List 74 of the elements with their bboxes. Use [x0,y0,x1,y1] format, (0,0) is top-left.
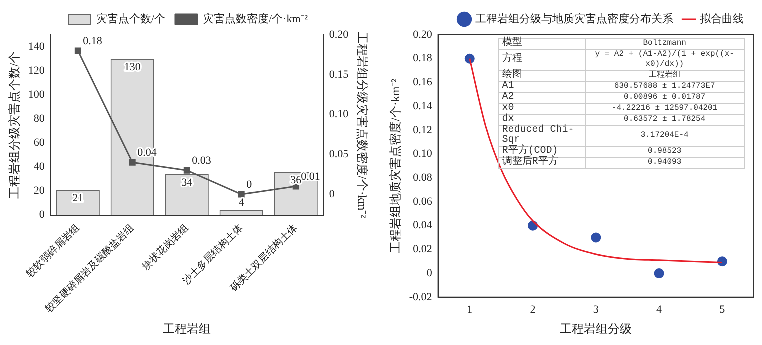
y-tick-label: 80 [34,113,46,126]
annotation: 3.17204E-4 [586,126,744,146]
annotation: 模型 [498,38,586,50]
annotation: 0.63572 ± 1.78254 [586,114,744,126]
data-label: 36 [290,174,302,186]
y-tick-label: 60 [34,137,46,150]
x-tick-label: 2 [530,304,536,316]
y2-tick-label: 0 [329,188,336,200]
annotation: 绘图 [498,70,586,82]
annotation: Reduced Chi-Sqr [498,125,586,146]
x-tick-label: 块状花岗岩组 [139,222,192,274]
y-tick-label: 0 [426,267,433,280]
annotation: R平方(COD) [498,146,586,158]
annotation: -4.22216 ± 12597.04201 [586,104,744,114]
point [238,191,245,198]
y-tick-label: 140 [28,40,46,53]
y-tick-label: 0.12 [413,124,432,136]
annotation: 0.94093 [586,158,744,168]
data-label: 0.18 [83,35,103,48]
x-tick-label: 5 [720,304,726,316]
y-tick-label: 0.10 [413,148,433,160]
legend-label: 灾害点数密度/个·km⁻² [202,12,309,26]
y-tick-label: 0.08 [413,172,433,184]
annotation: Boltzmann [586,38,744,50]
annotation: A2 [498,92,586,104]
x-tick-label: 1 [467,304,473,316]
y-tick-label: 20 [34,185,46,198]
annotation: x0 [498,103,586,114]
data-label: 0 [246,178,253,191]
annotation: 0.00896 ± 0.01787 [586,92,744,104]
data-label: 34 [182,176,194,189]
y2-axis-title: 工程岩组分级灾害点数密度/个·km⁻² [356,32,370,219]
data-label: 21 [72,192,84,204]
legend-label: 灾害点个数/个 [96,12,166,26]
y-axis-title: 工程岩组地质灾害点密度/个·km⁻² [388,78,402,254]
x-axis-title: 工程岩组分级 [560,322,632,336]
y-tick-label: 0.02 [413,244,432,256]
annotation: A1 [498,81,586,92]
data-label: 0.03 [192,154,212,167]
annotation: 调整后R平方 [498,157,586,168]
x-tick-label: 4 [656,304,663,316]
y-axis-title: 工程岩组分级灾害点个数/个 [7,51,22,199]
y2-tick-label: 0.20 [329,28,350,41]
legend-label: 工程岩组分级与地质灾害点密度分布关系 [476,12,674,26]
point [129,159,136,166]
y-tick-label: 0.04 [413,220,433,232]
y2-tick-label: 0.15 [329,68,350,81]
y-tick-label: 0.16 [413,76,433,89]
annotation: dx [498,114,586,126]
y-tick-label: 40 [34,161,46,174]
point [74,48,82,54]
y-tick-label: 0.06 [413,196,433,208]
annotation: 0.98523 [586,146,744,158]
annotation: y = A2 + (A1-A2)/(1 + exp((x-x0)/dx)) [586,50,744,70]
annotation: 工程岩组 [586,70,744,82]
y-tick-label: 100 [28,88,46,101]
y-tick-label: -0.02 [409,291,432,304]
y2-tick-label: 0.05 [329,148,350,161]
annotation: 630.57688 ± 1.24773E7 [586,82,744,92]
y2-tick-label: 0.10 [329,108,350,121]
y-tick-label: 0.18 [413,52,433,65]
x-axis-title: 工程岩组 [163,322,212,336]
annotation: 方程 [498,50,586,70]
legend-label: 拟合曲线 [700,12,744,26]
y-tick-label: 120 [28,64,46,77]
y-tick-label: 0 [39,209,46,222]
data-label: 4 [238,196,245,209]
point [591,232,602,243]
y-tick-label: 0.20 [413,28,433,41]
y-tick-label: 0.14 [413,100,433,112]
point [654,268,664,279]
point [184,167,190,174]
x-tick-label: 3 [593,304,600,316]
data-label: 130 [124,61,142,74]
